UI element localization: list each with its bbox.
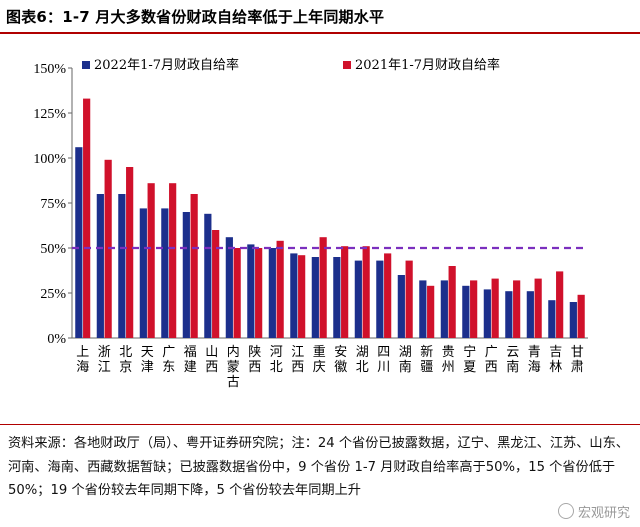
bar-2022 <box>376 260 384 338</box>
bar-2022 <box>354 260 362 338</box>
x-tick-label: 广西 <box>485 345 498 375</box>
bar-2021 <box>190 194 198 338</box>
legend-swatch-2021 <box>343 61 351 69</box>
y-tick-label: 75% <box>40 197 66 212</box>
watermark-text: 宏观研究 <box>577 506 630 521</box>
y-tick-label: 0% <box>47 332 66 347</box>
bar-2021 <box>362 246 370 338</box>
bar-2021 <box>276 240 284 338</box>
y-tick-label: 100% <box>33 152 66 167</box>
bar-2022 <box>161 208 169 338</box>
bar-2021 <box>384 253 392 338</box>
x-tick-label: 云南 <box>506 345 519 375</box>
bar-2022 <box>118 194 126 338</box>
bar-2022 <box>569 302 577 338</box>
bar-2021 <box>534 278 542 338</box>
bar-2021 <box>341 246 349 338</box>
bar-2022 <box>462 285 470 338</box>
bar-2021 <box>513 280 521 338</box>
title-divider <box>0 32 640 34</box>
bar-2022 <box>505 291 513 338</box>
bar-2022 <box>268 248 276 338</box>
bar-2022 <box>440 280 448 338</box>
x-tick-label: 上海 <box>76 345 89 375</box>
bar-2021 <box>319 237 327 338</box>
x-tick-label: 广东 <box>162 345 175 375</box>
x-tick-label: 浙江 <box>98 345 111 375</box>
y-tick-label: 25% <box>40 287 66 302</box>
bar-2021 <box>470 280 478 338</box>
x-tick-label: 北京 <box>119 345 132 375</box>
x-tick-label: 四川 <box>377 345 390 375</box>
bar-2022 <box>526 291 534 338</box>
x-tick-label: 安徽 <box>334 345 347 375</box>
bar-2021 <box>427 285 435 338</box>
bar-2022 <box>548 300 556 338</box>
x-tick-label: 天津 <box>141 345 154 375</box>
bar-2022 <box>182 212 190 338</box>
bar-2022 <box>139 208 147 338</box>
bar-2021 <box>491 278 499 338</box>
x-tick-label: 重庆 <box>313 344 326 375</box>
x-tick-label: 江西 <box>291 345 304 375</box>
bar-2021 <box>233 248 241 338</box>
bar-2021 <box>83 98 91 338</box>
x-tick-label: 陕西 <box>248 345 261 375</box>
bar-2021 <box>577 294 585 338</box>
page-title: 图表6：1-7 月大多数省份财政自给率低于上年同期水平 <box>6 8 385 26</box>
bar-2022 <box>311 257 319 338</box>
bar-2021 <box>126 167 134 338</box>
x-tick-label: 湖北 <box>356 345 369 375</box>
bar-2022 <box>96 194 104 338</box>
legend-label-2022: 2022年1-7月财政自给率 <box>94 57 239 73</box>
bar-2021 <box>255 248 263 338</box>
wechat-icon <box>557 503 574 519</box>
bar-2022 <box>483 289 491 338</box>
bar-2022 <box>247 244 255 338</box>
x-tick-label: 新疆 <box>420 344 433 375</box>
bar-2021 <box>298 255 306 338</box>
bar-2022 <box>204 213 212 338</box>
bar-2021 <box>448 266 456 338</box>
x-tick-label: 内蒙古 <box>227 344 240 390</box>
watermark: 宏观研究 <box>557 502 630 521</box>
source-note: 资料来源：各地财政厅（局）、粤开证券研究院；注：24 个省份已披露数据，辽宁、黑… <box>8 436 629 498</box>
x-tick-label: 湖南 <box>399 345 412 375</box>
bar-2022 <box>397 275 405 338</box>
bar-2022 <box>290 253 298 338</box>
legend: 2022年1-7月财政自给率 2021年1-7月财政自给率 <box>82 57 500 73</box>
y-tick-label: 125% <box>33 107 66 122</box>
y-tick-label: 150% <box>33 62 66 77</box>
x-tick-label: 宁夏 <box>463 344 476 375</box>
x-tick-label: 山西 <box>205 345 218 375</box>
bar-2021 <box>405 260 413 338</box>
bar-2021 <box>556 271 564 338</box>
bar-2022 <box>225 237 233 338</box>
bar-chart: 2022年1-7月财政自给率 2021年1-7月财政自给率 0% 25% 50% 75… <box>33 57 588 390</box>
legend-swatch-2022 <box>82 61 90 69</box>
x-tick-label: 贵州 <box>442 345 455 375</box>
x-tick-label: 甘肃 <box>571 345 584 375</box>
bar-2021 <box>212 230 220 338</box>
x-tick-label: 河北 <box>270 345 283 375</box>
bar-2022 <box>419 280 427 338</box>
legend-label-2021: 2021年1-7月财政自给率 <box>355 57 500 73</box>
x-tick-label: 青海 <box>528 345 541 375</box>
note-divider <box>0 424 640 425</box>
x-tick-label: 吉林 <box>549 345 562 375</box>
bar-2021 <box>169 183 177 338</box>
bar-2022 <box>333 257 341 338</box>
y-tick-label: 50% <box>40 242 66 257</box>
x-tick-label: 福建 <box>184 345 197 375</box>
bar-2021 <box>147 183 155 338</box>
bar-2022 <box>75 147 83 338</box>
